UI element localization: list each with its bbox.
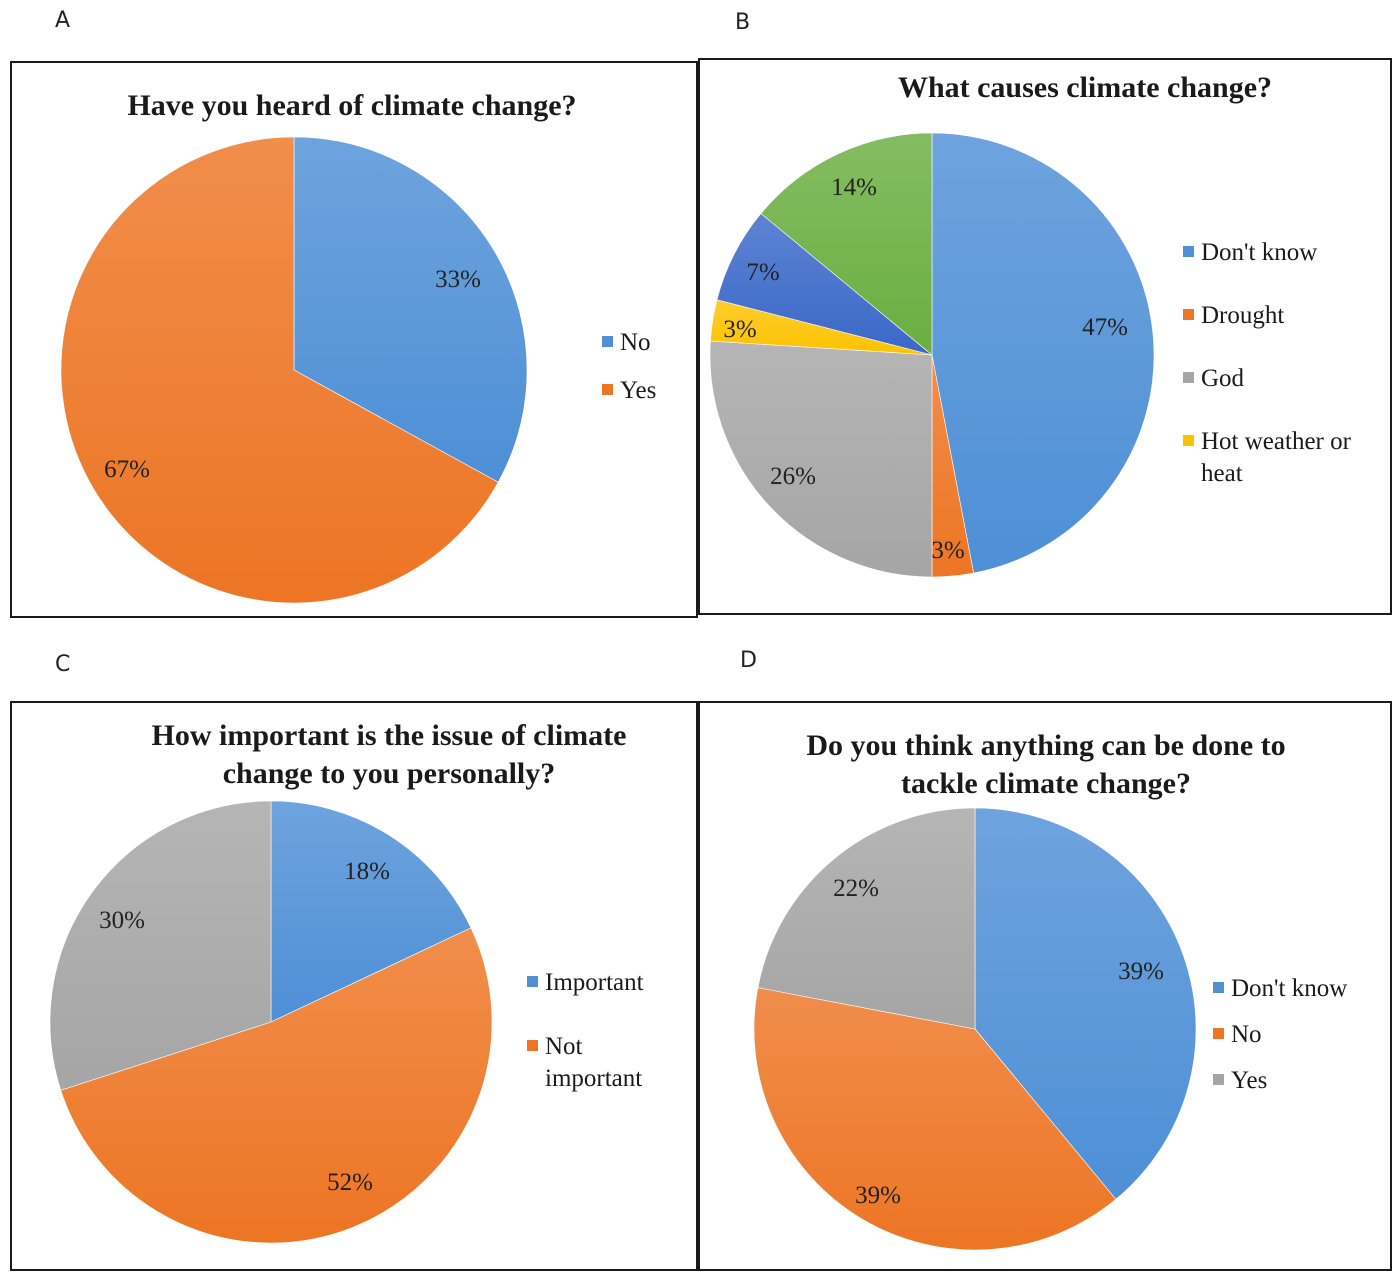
legend-label-yes: Yes (620, 377, 656, 404)
legend-swatch-important (527, 976, 538, 987)
slice-label-unlabeled-5: 14% (831, 174, 877, 201)
slice-label-god: 26% (770, 463, 816, 490)
pie-slice-unlabeled-5 (760, 132, 933, 356)
legend-swatch-don-t-know (1183, 246, 1194, 257)
pie-chart-heard-of-climate-change: Have you heard of climate change? 33% 67% N… (60, 89, 656, 604)
slice-label-don-t-know: 47% (1082, 314, 1128, 341)
slice-label-unlabeled-4: 7% (746, 259, 779, 286)
legend-swatch-not-important (527, 1040, 538, 1051)
slice-label-yes: 22% (833, 875, 879, 902)
legend-swatch-no (1213, 1028, 1224, 1039)
slice-label-important: 18% (344, 858, 390, 885)
legend-label-no: No (1231, 1021, 1262, 1048)
legend-label-god: God (1201, 365, 1245, 392)
pie-chart-causes-of-climate-change: What causes climate change? 47% 3% 26% 3% 7% 1… (709, 71, 1352, 578)
legend-swatch-yes (602, 384, 613, 395)
pie-slice-no (753, 987, 1117, 1251)
legend-swatch-god (1183, 372, 1194, 383)
pie-slice-unlabeled-2 (49, 800, 272, 1091)
chart-panel-a: Have you heard of climate change? 33% 67% N… (10, 61, 698, 618)
legend-swatch-hot-weather-or-heat (1183, 435, 1194, 446)
pie-slice-no (293, 136, 528, 483)
chart-title: Have you heard of climate change? (127, 89, 576, 122)
panel-letter-b: B (735, 10, 751, 35)
chart-panel-c: How important is the issue of climate cha… (10, 701, 698, 1271)
chart-panel-b: What causes climate change? 47% 3% 26% 3% 7% 1… (698, 58, 1392, 615)
legend-swatch-drought (1183, 309, 1194, 320)
slice-label-unlabeled-2: 30% (99, 907, 145, 934)
slice-label-hot-weather-or-heat: 3% (723, 316, 756, 343)
legend-swatch-no (602, 336, 613, 347)
panel-letter-d: D (740, 648, 757, 673)
slice-label-no: 33% (435, 266, 481, 293)
panel-letter-c: C (55, 652, 71, 677)
pie-slice-yes (757, 807, 976, 1030)
pie-chart-importance-of-climate-change: How important is the issue of climate cha… (49, 719, 644, 1244)
legend-label-hot-weather-or-heat: Hot weather or heat (1201, 428, 1352, 487)
chart-title: Do you think anything can be done to tack… (806, 729, 1285, 800)
slice-label-yes: 67% (104, 456, 150, 483)
slice-label-not-important: 52% (327, 1169, 373, 1196)
chart-title: What causes climate change? (898, 71, 1272, 104)
legend-label-drought: Drought (1201, 302, 1284, 329)
legend-label-not-important: Not important (545, 1033, 642, 1092)
pie-slice-don-t-know (931, 132, 1155, 574)
pie-slice-don-t-know (974, 807, 1197, 1200)
legend-label-yes: Yes (1231, 1067, 1267, 1094)
slice-label-no: 39% (855, 1182, 901, 1209)
chart-panel-d: Do you think anything can be done to tack… (698, 701, 1392, 1271)
pie-slice-not-important (60, 927, 493, 1244)
pie-chart-tackle-climate-change: Do you think anything can be done to tack… (753, 729, 1347, 1251)
chart-title: How important is the issue of climate cha… (152, 719, 627, 790)
slice-label-don-t-know: 39% (1118, 958, 1164, 985)
legend-label-no: No (620, 329, 651, 356)
pie-slice-god (709, 340, 933, 578)
legend-label-don-t-know: Don't know (1201, 239, 1317, 266)
legend-label-important: Important (545, 969, 644, 996)
legend-swatch-yes (1213, 1074, 1224, 1085)
panel-letter-a: A (55, 8, 71, 33)
legend-swatch-don-t-know (1213, 982, 1224, 993)
pie-slice-important (270, 800, 472, 1023)
legend-label-don-t-know: Don't know (1231, 975, 1347, 1002)
pie-slice-yes (60, 136, 499, 604)
slice-label-drought: 3% (931, 537, 964, 564)
